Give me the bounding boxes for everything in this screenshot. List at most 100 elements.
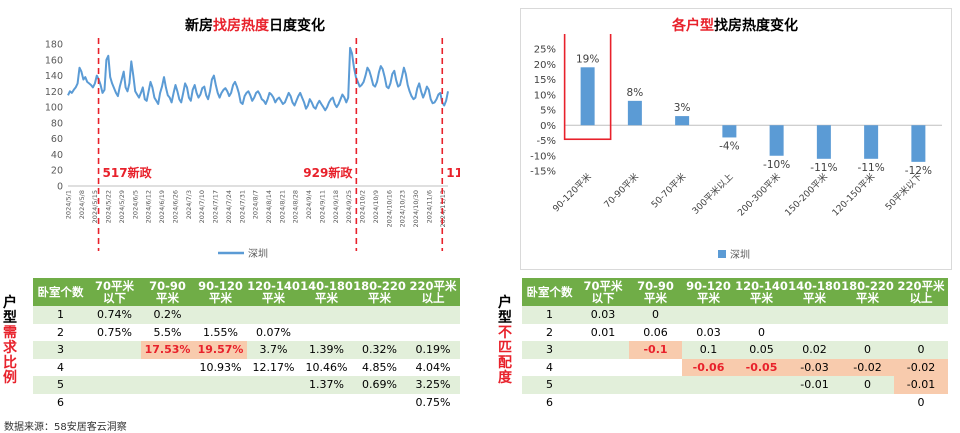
x-tick-label: 2024/5/29 [118, 190, 126, 223]
table-row: 1 0.74% 0.2% [33, 306, 460, 324]
table-cell: 0 [735, 323, 788, 341]
x-category-label: 200-300平米 [735, 171, 783, 219]
table-cell: 0.1 [682, 341, 735, 359]
y-tick-label: 20% [534, 60, 556, 71]
table-row: 5 1.37% 0.69% 3.25% [33, 376, 460, 394]
column-header: 180-220 平米 [353, 278, 406, 306]
legend-label: 深圳 [730, 249, 750, 261]
bar-chart: 25% 20% 15% 10% 5% 0% -5% -10% -15% 19% 90-120平米 8%… [530, 34, 942, 261]
table-cell [141, 376, 194, 394]
table-cell [735, 393, 788, 411]
table-cell: 1.37% [300, 376, 353, 394]
table-cell: 0.74% [88, 306, 141, 324]
y-tick-label: 180 [45, 40, 63, 51]
table-cell [788, 323, 841, 341]
x-category-label: 90-120平米 [550, 171, 594, 215]
y-tick-label: -10% [530, 151, 556, 162]
x-category-label: 150-200平米 [782, 171, 830, 219]
table-cell: 10.46% [300, 358, 353, 376]
table-cell: -0.03 [788, 358, 841, 376]
x-category-label: 70-90平米 [601, 171, 641, 211]
y-tick-label: 15% [534, 75, 556, 86]
x-tick-label: 2024/7/24 [225, 190, 233, 223]
bedroom-count-cell: 3 [522, 341, 577, 359]
table-cell [406, 323, 460, 341]
table-cell: 0 [841, 341, 894, 359]
policy-annotation-label: 929新政 [303, 165, 353, 180]
table-cell: 0.19% [406, 341, 460, 359]
bar [722, 125, 737, 138]
table-cell: 0.05 [735, 341, 788, 359]
x-tick-label: 2024/6/5 [131, 190, 139, 219]
table-cell: 5.5% [141, 323, 194, 341]
table-cell [88, 376, 141, 394]
bedroom-count-cell: 2 [522, 323, 577, 341]
column-header: 120-140 平米 [735, 278, 788, 306]
table-cell: 0.32% [353, 341, 406, 359]
table-cell: 3.7% [247, 341, 300, 359]
x-tick-label: 2024/11/6 [425, 190, 433, 223]
table-cell [735, 306, 788, 324]
table-cell [406, 306, 460, 324]
policy-annotation-label: 517新政 [103, 165, 153, 180]
bar-value-label: -11% [810, 162, 837, 174]
x-tick-label: 2024/10/2 [359, 190, 367, 223]
table-header-row: 卧室个数 70平米 以下 70-90 平米 90-120 平米 120-140 平米 140-18… [522, 278, 948, 306]
line-chart: 0 20 40 60 80 100 120 140 160 180 2024/5/1 2024/5/8… [45, 38, 460, 260]
x-category-label: 50平米以下 [882, 171, 924, 213]
table-cell: 0.2% [141, 306, 194, 324]
table-cell [735, 376, 788, 394]
x-tick-label: 2024/6/19 [158, 190, 166, 223]
table-cell [577, 341, 629, 359]
column-header: 70-90 平米 [629, 278, 682, 306]
bar [580, 67, 595, 126]
table-row: 6 0.75% [33, 393, 460, 411]
table-row: 3 17.53% 19.57% 3.7% 1.39% 0.32% 0.19% [33, 341, 460, 359]
x-tick-label: 2024/9/4 [305, 190, 313, 219]
x-tick-label: 2024/7/10 [198, 190, 206, 223]
table-cell [788, 393, 841, 411]
table-cell [141, 358, 194, 376]
column-header: 卧室个数 [33, 278, 88, 306]
bar-value-label: 8% [627, 87, 644, 99]
y-tick-label: 120 [45, 87, 63, 98]
x-tick-label: 2024/9/18 [332, 190, 340, 223]
table-cell [88, 341, 141, 359]
table-cell: 1.39% [300, 341, 353, 359]
bedroom-count-cell: 1 [33, 306, 88, 324]
table-cell: 0.06 [629, 323, 682, 341]
x-tick-label: 2024/8/28 [292, 190, 300, 223]
table-cell [300, 306, 353, 324]
table-cell [577, 393, 629, 411]
right-chart-title: 各户型找房热度变化 [672, 18, 798, 34]
table-cell: 0.03 [682, 323, 735, 341]
table-cell [141, 393, 194, 411]
table-cell: 0 [629, 306, 682, 324]
bar [816, 125, 831, 159]
x-tick-label: 2024/8/14 [265, 190, 273, 223]
x-tick-label: 2024/7/3 [185, 190, 193, 219]
bar-value-label: 3% [674, 102, 691, 114]
table-cell: 0.01 [577, 323, 629, 341]
right-chart-frame [520, 8, 952, 270]
x-tick-label: 2024/6/26 [171, 190, 179, 223]
bar-value-label: 19% [576, 53, 599, 65]
column-header: 220平米 以上 [894, 278, 948, 306]
table-cell [577, 376, 629, 394]
column-header: 70-90 平米 [141, 278, 194, 306]
column-header: 220平米 以上 [406, 278, 460, 306]
y-tick-label: 80 [51, 118, 63, 129]
table-cell: -0.02 [894, 358, 948, 376]
bedroom-count-cell: 4 [33, 358, 88, 376]
column-header: 70平米 以下 [577, 278, 629, 306]
table-cell [841, 306, 894, 324]
table-cell [88, 358, 141, 376]
table-cell [353, 393, 406, 411]
table-cell [682, 393, 735, 411]
table-cell: 17.53% [141, 341, 194, 359]
left-chart-title: 新房找房热度日度变化 [185, 18, 325, 34]
table-cell: -0.01 [788, 376, 841, 394]
x-tick-label: 2024/10/23 [399, 190, 407, 227]
table-cell [247, 393, 300, 411]
legend-label: 深圳 [248, 248, 268, 260]
